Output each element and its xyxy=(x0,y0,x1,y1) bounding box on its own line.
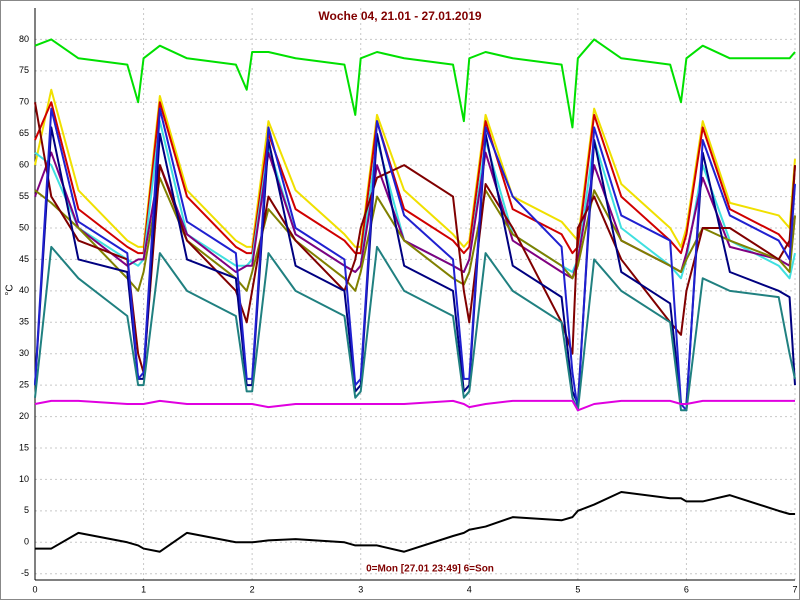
series-line xyxy=(34,101,796,255)
x-tick-label: 3 xyxy=(358,584,363,594)
x-tick-label: 2 xyxy=(250,584,255,594)
y-tick-label: 45 xyxy=(19,254,29,264)
y-tick-label: 60 xyxy=(19,160,29,170)
series-line xyxy=(34,107,796,412)
annotation: 0=Mon [27.01 23:49] 6=Son xyxy=(366,564,494,575)
y-tick-label: 15 xyxy=(19,442,29,452)
y-tick-label: 40 xyxy=(19,285,29,295)
x-tick-label: 1 xyxy=(141,584,146,594)
y-tick-label: 65 xyxy=(19,128,29,138)
series-line xyxy=(34,38,796,129)
x-tick-label: 6 xyxy=(684,584,689,594)
y-tick-label: 0 xyxy=(24,537,29,547)
y-tick-label: 20 xyxy=(19,411,29,421)
y-axis-label: °C xyxy=(5,284,16,295)
y-tick-label: 30 xyxy=(19,348,29,358)
y-tick-label: 5 xyxy=(24,505,29,515)
y-tick-label: 25 xyxy=(19,380,29,390)
series-line xyxy=(34,399,795,412)
y-tick-label: 70 xyxy=(19,97,29,107)
y-tick-label: 35 xyxy=(19,317,29,327)
y-tick-label: 55 xyxy=(19,191,29,201)
series-line xyxy=(34,245,796,412)
y-tick-label: 50 xyxy=(19,222,29,232)
x-tick-label: 0 xyxy=(32,584,37,594)
x-tick-label: 4 xyxy=(467,584,472,594)
y-tick-label: 10 xyxy=(19,474,29,484)
series-line xyxy=(34,102,796,374)
x-tick-label: 5 xyxy=(575,584,580,594)
x-tick-label: 7 xyxy=(792,584,797,594)
chart-title: Woche 04, 21.01 - 27.01.2019 xyxy=(318,9,482,23)
series-line xyxy=(35,491,795,553)
y-tick-label: 80 xyxy=(19,34,29,44)
y-tick-label: -5 xyxy=(21,568,29,578)
y-tick-label: 75 xyxy=(19,65,29,75)
